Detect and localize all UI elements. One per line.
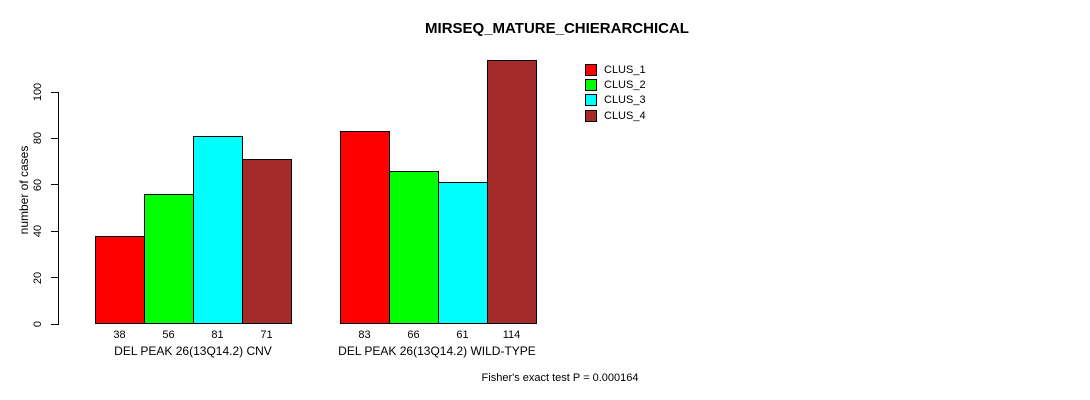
y-tick-label-text: 100 — [32, 82, 44, 102]
y-axis-line — [58, 92, 59, 324]
bar-value-label: 83 — [358, 329, 371, 341]
y-tick-label-text: 80 — [32, 132, 44, 145]
legend-swatch — [585, 109, 597, 122]
y-tick-mark — [51, 137, 59, 139]
legend-label: CLUS_1 — [604, 63, 646, 76]
legend-swatch — [585, 63, 597, 76]
legend-label: CLUS_3 — [604, 94, 646, 107]
bar-clus_3 — [438, 182, 488, 324]
legend-label: CLUS_4 — [604, 109, 646, 122]
bar-value-label: 38 — [113, 329, 126, 341]
legend-item-clus_4: CLUS_4 — [585, 108, 646, 123]
bar-value-label: 66 — [407, 329, 420, 341]
y-tick-label-text: 60 — [32, 178, 44, 191]
bar-clus_4 — [242, 159, 292, 324]
y-tick-mark — [51, 277, 59, 279]
legend: CLUS_1 CLUS_2 CLUS_3 CLUS_4 — [585, 62, 646, 124]
y-tick-label-text: 20 — [32, 271, 44, 284]
legend-swatch — [585, 79, 597, 92]
y-tick-label-text: 0 — [32, 320, 44, 328]
bar-value-label: 56 — [162, 329, 175, 341]
legend-item-clus_3: CLUS_3 — [585, 93, 646, 108]
y-tick-mark — [51, 91, 59, 93]
bar-value-label: 81 — [211, 329, 224, 341]
y-axis-title-text: number of cases — [17, 145, 31, 235]
bar-value-label: 114 — [502, 329, 521, 341]
y-tick-label-text: 40 — [32, 225, 44, 238]
y-tick-mark — [51, 230, 59, 232]
bar-clus_1 — [340, 131, 390, 324]
legend-item-clus_1: CLUS_1 — [585, 62, 646, 77]
fisher-test-annotation: Fisher's exact test P = 0.000164 — [481, 372, 639, 384]
bar-clus_1 — [95, 235, 145, 324]
legend-swatch — [585, 94, 597, 107]
bar-value-label: 71 — [260, 329, 273, 341]
group-label-wild-type: DEL PEAK 26(13Q14.2) WILD-TYPE — [338, 344, 536, 358]
bar-clus_2 — [144, 194, 194, 324]
legend-item-clus_2: CLUS_2 — [585, 77, 646, 92]
bar-clus_4 — [487, 59, 537, 324]
bar-clus_2 — [389, 170, 439, 324]
bar-clus_3 — [193, 136, 243, 324]
legend-label: CLUS_2 — [604, 79, 646, 92]
y-tick-mark — [51, 184, 59, 186]
y-tick-mark — [51, 323, 59, 325]
bar-value-label: 61 — [456, 329, 469, 341]
group-label-cnv: DEL PEAK 26(13Q14.2) CNV — [114, 344, 272, 358]
chart-title: MIRSEQ_MATURE_CHIERARCHICAL — [425, 20, 689, 37]
